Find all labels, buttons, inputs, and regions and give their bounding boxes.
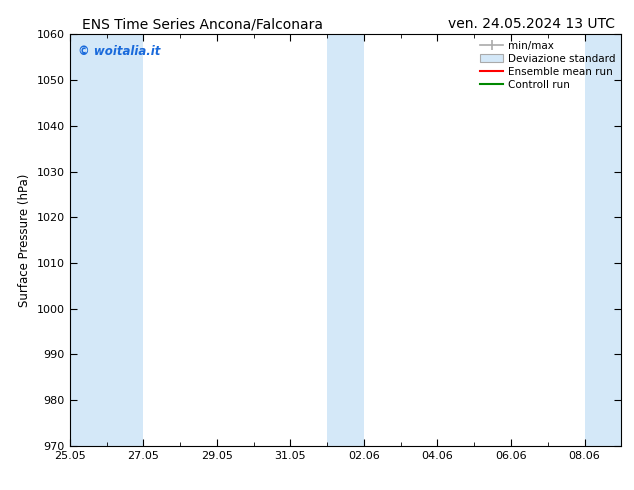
Bar: [585, 34, 621, 446]
Title: ENS Time Series Ancona/Falconara     ven. 24.05.2024 13 UTC: ENS Time Series Ancona/Falconara ven. 24…: [0, 489, 1, 490]
Y-axis label: Surface Pressure (hPa): Surface Pressure (hPa): [18, 173, 31, 307]
Bar: [327, 34, 364, 446]
Bar: [107, 34, 143, 446]
Text: ENS Time Series Ancona/Falconara: ENS Time Series Ancona/Falconara: [82, 17, 323, 31]
Legend: min/max, Deviazione standard, Ensemble mean run, Controll run: min/max, Deviazione standard, Ensemble m…: [476, 36, 619, 94]
Text: © woitalia.it: © woitalia.it: [78, 45, 160, 58]
Text: ven. 24.05.2024 13 UTC: ven. 24.05.2024 13 UTC: [448, 17, 615, 31]
Bar: [70, 34, 107, 446]
